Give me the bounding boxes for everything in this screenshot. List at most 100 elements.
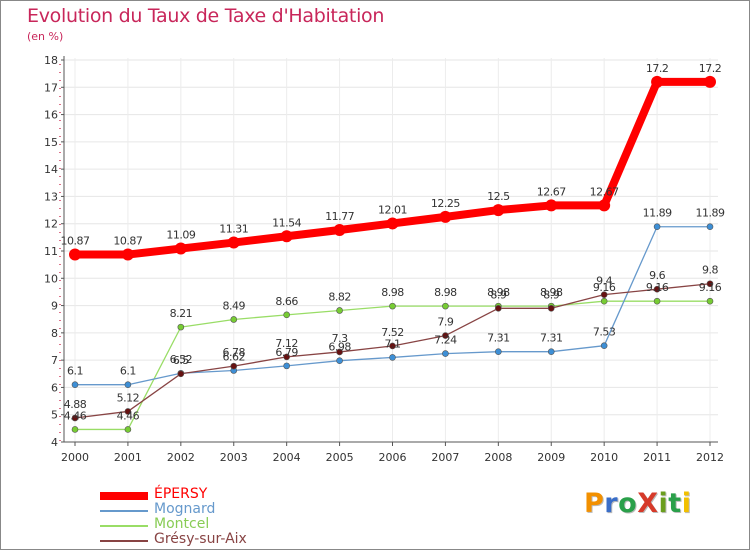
data-point [71, 414, 79, 422]
data-label: 9.16 [646, 281, 669, 294]
data-label: 11.89 [643, 207, 672, 220]
data-point [547, 304, 555, 312]
legend-swatch-montcel [100, 525, 148, 527]
y-tick-label: 16 [44, 109, 58, 122]
data-label: 6.98 [328, 341, 351, 354]
data-point [600, 342, 608, 349]
data-label: 11.09 [166, 229, 195, 242]
legend-item-epersy: ÉPERSY [100, 486, 360, 503]
data-point [598, 199, 611, 212]
data-label: 9.6 [649, 269, 665, 282]
y-tick-label: 18 [44, 54, 58, 67]
data-label: 6.5 [173, 354, 189, 367]
data-label: 11.54 [272, 216, 301, 229]
data-point [600, 297, 608, 305]
data-label: 7.31 [487, 332, 510, 345]
logo-letter: i [681, 488, 692, 519]
data-point [704, 75, 716, 88]
proxiti-logo: ProXiti [584, 488, 691, 519]
data-label: 11.89 [696, 207, 725, 220]
data-label: 7.12 [275, 337, 298, 350]
legend-item-mognard: Mognard [100, 501, 360, 518]
data-point [230, 316, 238, 323]
logo-letter: t [668, 488, 682, 519]
data-label: 8.66 [275, 295, 298, 308]
data-point [495, 348, 502, 355]
data-label: 6.62 [223, 351, 246, 364]
data-point [389, 354, 396, 361]
data-label: 8.82 [328, 290, 351, 303]
data-label: 7.24 [434, 334, 457, 347]
legend-label-mognard: Mognard [154, 501, 216, 517]
x-tick-label: 2012 [696, 451, 724, 464]
data-point [177, 370, 185, 378]
data-label: 10.87 [61, 235, 90, 248]
legend-item-montcel: Montcel [100, 516, 360, 533]
data-point [389, 302, 396, 310]
x-tick-label: 2009 [537, 451, 565, 464]
data-point [442, 350, 449, 357]
data-point [177, 323, 185, 331]
data-point [71, 381, 79, 389]
y-tick-label: 4 [51, 436, 58, 449]
data-point [336, 348, 343, 356]
data-point [174, 242, 187, 255]
data-label: 4.46 [64, 409, 87, 422]
data-point [653, 285, 661, 293]
legend-item-gresy: Grésy-sur-Aix [100, 531, 360, 548]
data-point [124, 408, 132, 415]
y-tick-label: 13 [44, 190, 58, 203]
data-label: 4.88 [64, 398, 87, 411]
data-point [547, 348, 555, 355]
data-point [651, 75, 664, 88]
data-label: 12.25 [431, 197, 460, 210]
data-label: 9.16 [593, 281, 616, 294]
y-tick-label: 14 [44, 163, 58, 176]
data-point [283, 353, 290, 361]
logo-letter: X [637, 488, 659, 519]
legend: ÉPERSY Mognard Montcel Grésy-sur-Aix [100, 486, 360, 548]
data-label: 6.52 [170, 353, 193, 366]
y-tick-label: 5 [51, 409, 58, 422]
x-tick-label: 2008 [484, 451, 512, 464]
x-tick-label: 2007 [431, 451, 459, 464]
y-tick-label: 7 [51, 354, 58, 367]
data-point [386, 217, 399, 230]
data-label: 11.31 [219, 223, 248, 236]
data-label: 12.5 [487, 190, 510, 203]
x-tick-label: 2000 [61, 451, 89, 464]
logo-letter: P [584, 488, 605, 519]
data-label: 17.2 [699, 62, 722, 75]
chart-subtitle: (en %) [27, 30, 64, 43]
data-label: 8.9 [543, 288, 559, 301]
data-point [227, 236, 240, 249]
data-point [336, 357, 343, 364]
data-point [442, 332, 449, 339]
data-label: 8.9 [490, 288, 506, 301]
data-label: 11.77 [325, 210, 354, 223]
data-label: 7.53 [593, 326, 616, 339]
y-tick-label: 12 [44, 218, 58, 231]
data-label: 8.49 [223, 299, 246, 312]
data-label: 12.01 [378, 203, 407, 216]
data-label: 8.98 [381, 286, 404, 299]
x-tick-label: 2003 [220, 451, 248, 464]
data-point [230, 362, 238, 370]
data-point [442, 302, 449, 310]
data-point [439, 210, 452, 223]
x-tick-label: 2011 [643, 451, 671, 464]
logo-letter: o [618, 488, 638, 519]
data-label: 9.8 [702, 264, 718, 277]
data-point [495, 304, 502, 312]
data-label: 8.21 [170, 307, 193, 320]
data-point [69, 248, 81, 261]
x-tick-label: 2004 [273, 451, 301, 464]
data-point [653, 223, 661, 231]
data-point [600, 291, 608, 298]
data-label: 9.4 [596, 275, 612, 288]
data-label: 6.1 [120, 365, 136, 378]
data-point [706, 280, 714, 288]
data-label: 7.31 [540, 332, 563, 345]
data-point [124, 426, 132, 433]
